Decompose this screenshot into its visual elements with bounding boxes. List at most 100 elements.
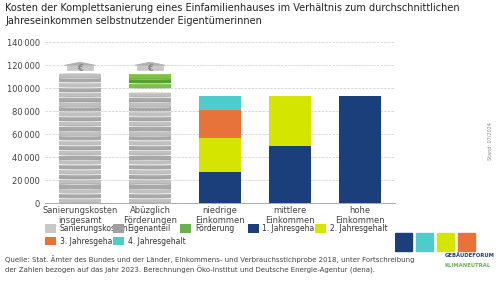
Ellipse shape — [129, 179, 171, 180]
Ellipse shape — [59, 102, 101, 103]
Bar — [199, 172, 241, 203]
Bar — [59, 127, 101, 131]
Text: 3. Jahresgehalt: 3. Jahresgehalt — [60, 237, 118, 246]
Text: 1. Jahresgehalt: 1. Jahresgehalt — [262, 224, 320, 233]
Ellipse shape — [59, 140, 101, 141]
Ellipse shape — [59, 78, 101, 79]
Ellipse shape — [129, 169, 171, 170]
Bar — [59, 107, 101, 111]
Bar — [59, 194, 101, 198]
Bar — [129, 112, 171, 116]
Ellipse shape — [59, 131, 101, 132]
Ellipse shape — [59, 174, 101, 175]
Ellipse shape — [59, 83, 101, 84]
Ellipse shape — [59, 77, 101, 78]
Ellipse shape — [59, 198, 101, 199]
Bar — [339, 96, 381, 203]
Bar — [129, 141, 171, 145]
Bar — [129, 131, 171, 136]
Bar — [269, 96, 311, 146]
Bar — [129, 79, 171, 83]
Bar — [59, 83, 101, 87]
Ellipse shape — [59, 164, 101, 165]
Ellipse shape — [59, 130, 101, 131]
Ellipse shape — [59, 155, 101, 156]
Ellipse shape — [129, 125, 171, 126]
Ellipse shape — [59, 198, 101, 199]
Ellipse shape — [129, 83, 171, 85]
Bar — [59, 146, 101, 150]
Bar — [59, 117, 101, 121]
Ellipse shape — [59, 145, 101, 146]
Bar — [129, 102, 171, 107]
Ellipse shape — [129, 155, 171, 156]
Ellipse shape — [59, 169, 101, 170]
Bar — [129, 175, 171, 179]
Bar — [129, 155, 171, 160]
Ellipse shape — [129, 140, 171, 142]
Ellipse shape — [59, 92, 101, 93]
Ellipse shape — [129, 136, 171, 137]
Ellipse shape — [129, 102, 171, 103]
Ellipse shape — [129, 116, 171, 118]
Ellipse shape — [129, 160, 171, 161]
Bar — [59, 93, 101, 97]
Text: €: € — [77, 64, 83, 73]
Text: Eigenanteil: Eigenanteil — [128, 224, 171, 233]
Bar — [59, 199, 101, 203]
Ellipse shape — [129, 121, 171, 122]
Ellipse shape — [129, 78, 171, 79]
Ellipse shape — [129, 111, 171, 112]
Bar — [59, 102, 101, 107]
Bar — [416, 233, 433, 251]
Bar — [59, 136, 101, 140]
Ellipse shape — [59, 184, 101, 185]
Bar — [129, 180, 171, 184]
Bar — [129, 151, 171, 155]
Ellipse shape — [59, 188, 101, 189]
Bar — [129, 184, 171, 189]
Ellipse shape — [59, 193, 101, 195]
Ellipse shape — [129, 198, 171, 199]
Bar — [59, 74, 101, 78]
Ellipse shape — [59, 136, 101, 137]
Ellipse shape — [129, 130, 171, 131]
Ellipse shape — [129, 74, 171, 75]
Ellipse shape — [59, 159, 101, 160]
Bar — [129, 160, 171, 164]
Ellipse shape — [129, 88, 171, 89]
Ellipse shape — [129, 97, 171, 98]
Ellipse shape — [129, 174, 171, 175]
Ellipse shape — [129, 83, 171, 84]
Ellipse shape — [59, 106, 101, 107]
Ellipse shape — [129, 145, 171, 146]
Ellipse shape — [129, 169, 171, 171]
Ellipse shape — [59, 174, 101, 175]
Ellipse shape — [59, 145, 101, 146]
Ellipse shape — [59, 160, 101, 161]
Text: Förderung: Förderung — [195, 224, 234, 233]
Bar — [59, 131, 101, 136]
Ellipse shape — [129, 165, 171, 166]
Bar — [59, 78, 101, 83]
Ellipse shape — [59, 73, 101, 74]
Bar — [129, 117, 171, 121]
Ellipse shape — [129, 140, 171, 141]
Ellipse shape — [59, 150, 101, 151]
Ellipse shape — [59, 126, 101, 127]
Bar — [59, 175, 101, 179]
Text: Stand: 07/2024: Stand: 07/2024 — [488, 122, 492, 160]
Text: KLIMANEUTRAL: KLIMANEUTRAL — [444, 263, 490, 268]
Text: Kosten der Komplettsanierung eines Einfamilienhauses im Verhältnis zum durchschn: Kosten der Komplettsanierung eines Einfa… — [5, 3, 460, 26]
Ellipse shape — [129, 159, 171, 160]
Ellipse shape — [59, 82, 101, 83]
Ellipse shape — [129, 193, 171, 194]
Bar — [59, 141, 101, 145]
Bar — [59, 122, 101, 126]
Ellipse shape — [129, 198, 171, 199]
Ellipse shape — [129, 131, 171, 132]
Bar — [129, 122, 171, 126]
Text: Quelle: Stat. Ämter des Bundes und der Länder, Einkommens- und Verbrauchsstichpr: Quelle: Stat. Ämter des Bundes und der L… — [5, 255, 414, 274]
Bar — [199, 96, 241, 110]
Ellipse shape — [59, 116, 101, 118]
